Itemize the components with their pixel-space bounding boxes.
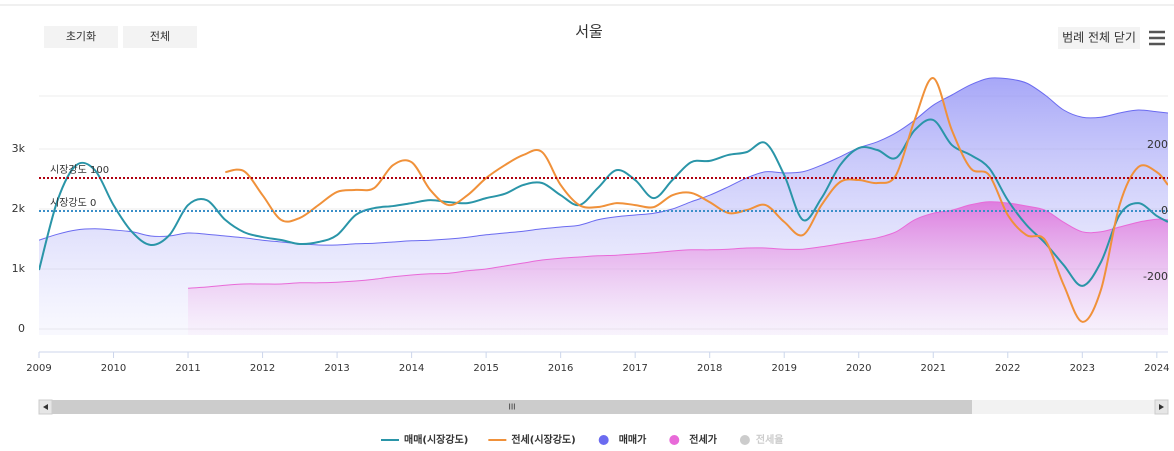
- legend-toggle-button[interactable]: [1058, 27, 1140, 49]
- area-outline: [39, 77, 1168, 246]
- x-tick-label: 2018: [697, 363, 722, 374]
- x-tick-label: 2009: [26, 363, 51, 374]
- line: [225, 77, 1168, 323]
- legend-marker: [598, 435, 609, 445]
- all-button-label[interactable]: 전체: [150, 30, 170, 43]
- y-tick-label: 1k: [12, 262, 26, 275]
- x-tick-label: 2016: [548, 363, 573, 374]
- x-tick-label: 2017: [622, 363, 647, 374]
- x-tick-label: 2023: [1070, 363, 1095, 374]
- reset-button[interactable]: [44, 26, 118, 48]
- chart-title: 서울: [575, 23, 603, 41]
- series-group: [39, 77, 1168, 335]
- legend-label: 매매(시장강도): [404, 433, 468, 446]
- x-tick-label: 2022: [995, 363, 1020, 374]
- x-tick-label: 2015: [473, 363, 498, 374]
- x-tick-label: 2019: [771, 363, 796, 374]
- reset-button-label[interactable]: 초기화: [66, 30, 96, 43]
- y-tick-label: 2k: [12, 202, 26, 215]
- x-tick-label: 2024: [1144, 363, 1169, 374]
- menu-icon[interactable]: [1149, 30, 1165, 46]
- legend-label: 전세가: [689, 433, 717, 446]
- y2-tick-label: 0: [1161, 204, 1168, 217]
- x-tick-label: 2020: [846, 363, 871, 374]
- legend-marker: [739, 435, 750, 445]
- legend-label: 전세(시장강도): [511, 433, 575, 446]
- y-tick-label: 0: [18, 322, 25, 335]
- legend-marker: [669, 435, 680, 445]
- reference-label: 시장강도 0: [50, 197, 96, 209]
- x-tick-label: 2011: [175, 363, 200, 374]
- line: [39, 118, 1168, 287]
- y2-tick-label: 200: [1147, 138, 1168, 151]
- scrollbar[interactable]: III: [38, 399, 1169, 415]
- x-tick-label: 2014: [399, 363, 424, 374]
- svg-text:III: III: [508, 403, 515, 412]
- x-tick-label: 2010: [101, 363, 126, 374]
- y2-tick-label: -200: [1143, 270, 1168, 283]
- x-tick-label: 2012: [250, 363, 275, 374]
- area-fill: [188, 201, 1168, 335]
- x-tick-label: 2021: [921, 363, 946, 374]
- all-button[interactable]: [123, 26, 197, 48]
- legend-label: 전세율: [756, 433, 784, 446]
- y-tick-label: 3k: [12, 142, 26, 155]
- plot-area: 시장강도 100 시장강도 0: [39, 77, 1168, 335]
- reference-label: 시장강도 100: [50, 164, 109, 176]
- legend-label: 매매가: [619, 433, 647, 446]
- x-tick-label: 2013: [324, 363, 349, 374]
- legend-toggle-label[interactable]: 범례 전체 닫기: [1062, 31, 1136, 45]
